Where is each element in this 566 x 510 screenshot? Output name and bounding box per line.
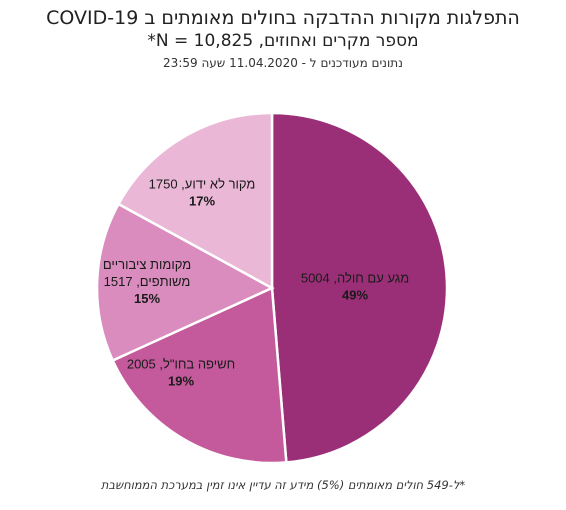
slice-label: מגע עם חולה, 5004 bbox=[301, 271, 409, 286]
slice-percent: 49% bbox=[342, 288, 368, 303]
pie-labels: מגע עם חולה, 5004 49% חשיפה בחו"ל, 2005 19%… bbox=[103, 177, 409, 389]
chart-header: התפלגות מקורות ההדבקה בחולים מאומתים ב C… bbox=[0, 6, 566, 72]
footnote: *ל-549 חולים מאומתים (5%) מידע זה עדיין … bbox=[100, 478, 466, 492]
pie-slices bbox=[95, 111, 449, 465]
slice-percent: 15% bbox=[134, 291, 160, 306]
slice-label: משותפים, 1517 bbox=[104, 274, 191, 289]
slice-percent: 17% bbox=[189, 194, 215, 209]
slice-label: מקומות ציבוריים bbox=[103, 257, 191, 272]
slice-label: מקור לא ידוע, 1750 bbox=[149, 177, 256, 192]
pie-slice bbox=[111, 286, 288, 465]
slice-label: חשיפה בחו"ל, 2005 bbox=[127, 357, 235, 372]
pie-slice bbox=[116, 111, 274, 291]
pie-slice bbox=[270, 111, 449, 464]
chart-subtitle: מספר מקרים ואחוזים, N = 10,825* bbox=[147, 31, 419, 51]
chart-title: התפלגות מקורות ההדבקה בחולים מאומתים ב C… bbox=[46, 7, 520, 29]
update-note: נתונים מעודכנים ל - 11.04.2020 שעה 23:59 bbox=[163, 56, 403, 70]
pie-slice bbox=[95, 202, 275, 363]
slice-percent: 19% bbox=[168, 374, 194, 389]
